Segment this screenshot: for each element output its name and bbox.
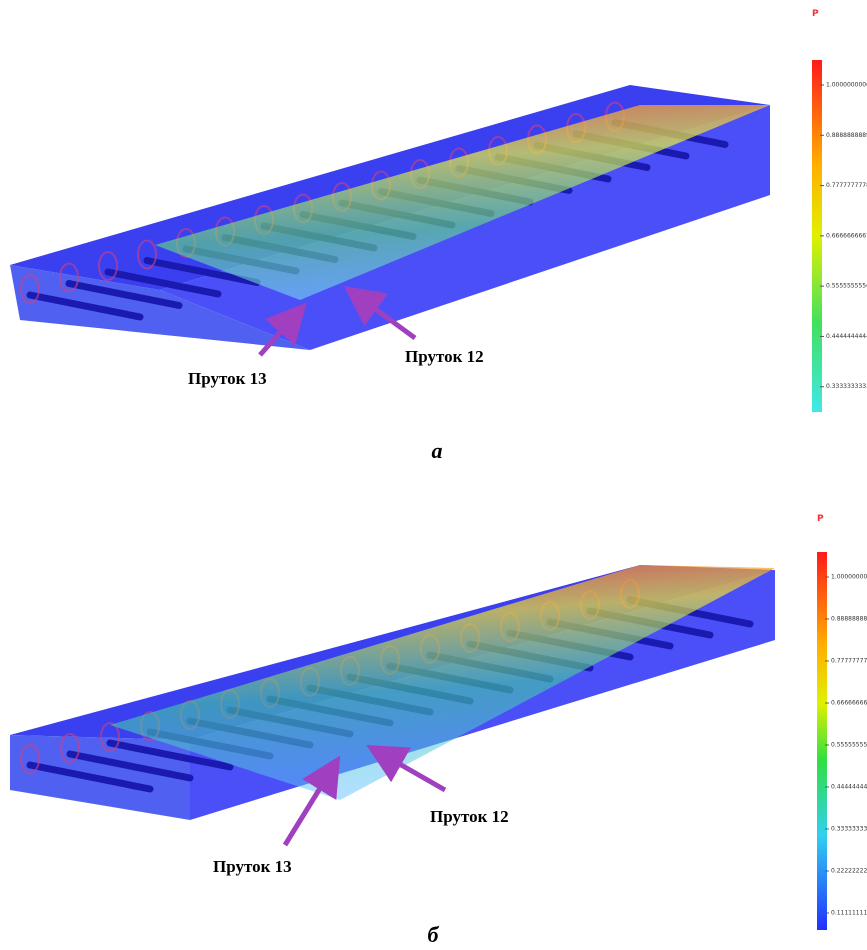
arrow bbox=[343, 286, 417, 341]
rod bbox=[106, 739, 234, 771]
legend-label: 0.5555555556 bbox=[831, 742, 867, 749]
legend-label: 0.4444444444 bbox=[826, 333, 867, 340]
legend-label: 1.0000000000 bbox=[826, 82, 867, 89]
rod-end bbox=[98, 251, 118, 281]
legend-title: P bbox=[817, 514, 824, 524]
annotation: Пруток 13 bbox=[188, 369, 267, 388]
rod-end bbox=[20, 744, 40, 774]
legend-title: P bbox=[812, 9, 819, 19]
legend-label: 0.7777777778 bbox=[826, 182, 867, 189]
rod-end bbox=[60, 733, 80, 763]
legend-label: 0.7777777778 bbox=[831, 658, 867, 665]
rod-end bbox=[59, 262, 79, 293]
rod bbox=[26, 761, 154, 793]
legend-label: 0.6666666667 bbox=[826, 232, 867, 239]
legend-label: 0.8888888889 bbox=[826, 132, 867, 139]
rod bbox=[66, 750, 194, 782]
rod bbox=[65, 280, 183, 309]
rod bbox=[143, 257, 261, 286]
legend-label: 0.5555555556 bbox=[826, 283, 867, 290]
color-bar bbox=[812, 60, 822, 412]
rod-end bbox=[137, 239, 157, 270]
annotation: Пруток 13 bbox=[213, 857, 292, 876]
legend-label: 1.0000000000 bbox=[831, 574, 867, 581]
pressure-field bbox=[155, 105, 770, 300]
legend-label: 0.6666666667 bbox=[831, 700, 867, 707]
panel-b-model bbox=[10, 565, 775, 820]
legend-label: 0.3333333333 bbox=[831, 826, 867, 833]
caption: б bbox=[428, 922, 440, 947]
legend-label: 0.2222222222 bbox=[831, 868, 867, 875]
arrow bbox=[282, 755, 341, 847]
pressure-field bbox=[110, 565, 775, 800]
color-bar bbox=[817, 552, 827, 930]
rod bbox=[104, 268, 222, 298]
arrow bbox=[366, 745, 447, 793]
rod-end bbox=[100, 722, 120, 752]
legend-label: 0.4444444444 bbox=[831, 784, 867, 791]
rod bbox=[26, 291, 144, 321]
panel-a-model bbox=[10, 85, 770, 350]
annotation: Пруток 12 bbox=[405, 347, 484, 366]
legend-label: 0.3333333333 bbox=[826, 383, 867, 390]
legend-label: 0.1111111111 bbox=[831, 910, 867, 917]
arrow bbox=[258, 302, 307, 357]
annotation: Пруток 12 bbox=[430, 807, 509, 826]
rod-end bbox=[20, 274, 40, 304]
caption: а bbox=[432, 438, 443, 463]
legend-label: 0.8888888889 bbox=[831, 616, 867, 623]
